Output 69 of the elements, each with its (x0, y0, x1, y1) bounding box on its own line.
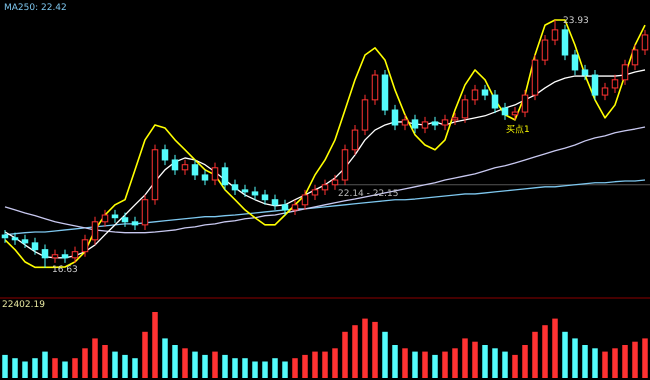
annotation: 买点1 (506, 124, 530, 135)
bar (52, 358, 58, 378)
bar (492, 348, 498, 378)
bar (362, 318, 368, 378)
bar (102, 345, 108, 378)
bar (192, 352, 198, 378)
bar (532, 332, 538, 378)
bar (402, 348, 408, 378)
bar (352, 325, 358, 378)
bar (182, 348, 188, 378)
bar (22, 362, 28, 378)
bar (602, 352, 608, 378)
bar (512, 354, 518, 378)
bar (572, 338, 578, 378)
bar (222, 354, 228, 378)
bar (452, 348, 458, 378)
bar (112, 352, 118, 378)
bar (32, 358, 38, 378)
bar (172, 345, 178, 378)
bar (242, 358, 248, 378)
bar (92, 338, 98, 378)
bar (62, 362, 68, 378)
bar (42, 352, 48, 378)
bar (482, 345, 488, 378)
bar (592, 348, 598, 378)
bar (322, 352, 328, 378)
bar (232, 358, 238, 378)
bar (472, 342, 478, 378)
bar (312, 352, 318, 378)
annotation: 16.63 (52, 265, 78, 275)
text: 22402.19 (2, 300, 46, 310)
bar (562, 332, 568, 378)
bar (622, 345, 628, 378)
bar (162, 338, 168, 378)
bar (542, 325, 548, 378)
bar (202, 354, 208, 378)
bar (462, 338, 468, 378)
bar (372, 322, 378, 378)
bar (132, 358, 138, 378)
bar (142, 332, 148, 378)
text: MA250: 22.42 (4, 3, 67, 13)
bar (122, 354, 128, 378)
bar (552, 318, 558, 378)
bar (612, 348, 618, 378)
bar (392, 345, 398, 378)
bar (152, 312, 158, 378)
bar (212, 352, 218, 378)
bar (262, 362, 268, 378)
bar (522, 345, 528, 378)
bar (412, 352, 418, 378)
bar (422, 352, 428, 378)
bar (272, 358, 278, 378)
bar (432, 354, 438, 378)
bar (632, 342, 638, 378)
bar (642, 338, 648, 378)
bar (502, 352, 508, 378)
bar (442, 352, 448, 378)
bar (382, 332, 388, 378)
bar (82, 348, 88, 378)
bar (12, 358, 18, 378)
bar (582, 345, 588, 378)
bar (282, 362, 288, 378)
bar (252, 362, 258, 378)
bar (332, 348, 338, 378)
bar (2, 354, 8, 378)
bar (72, 358, 78, 378)
bar (302, 354, 308, 378)
bar (342, 332, 348, 378)
bar (292, 358, 298, 378)
